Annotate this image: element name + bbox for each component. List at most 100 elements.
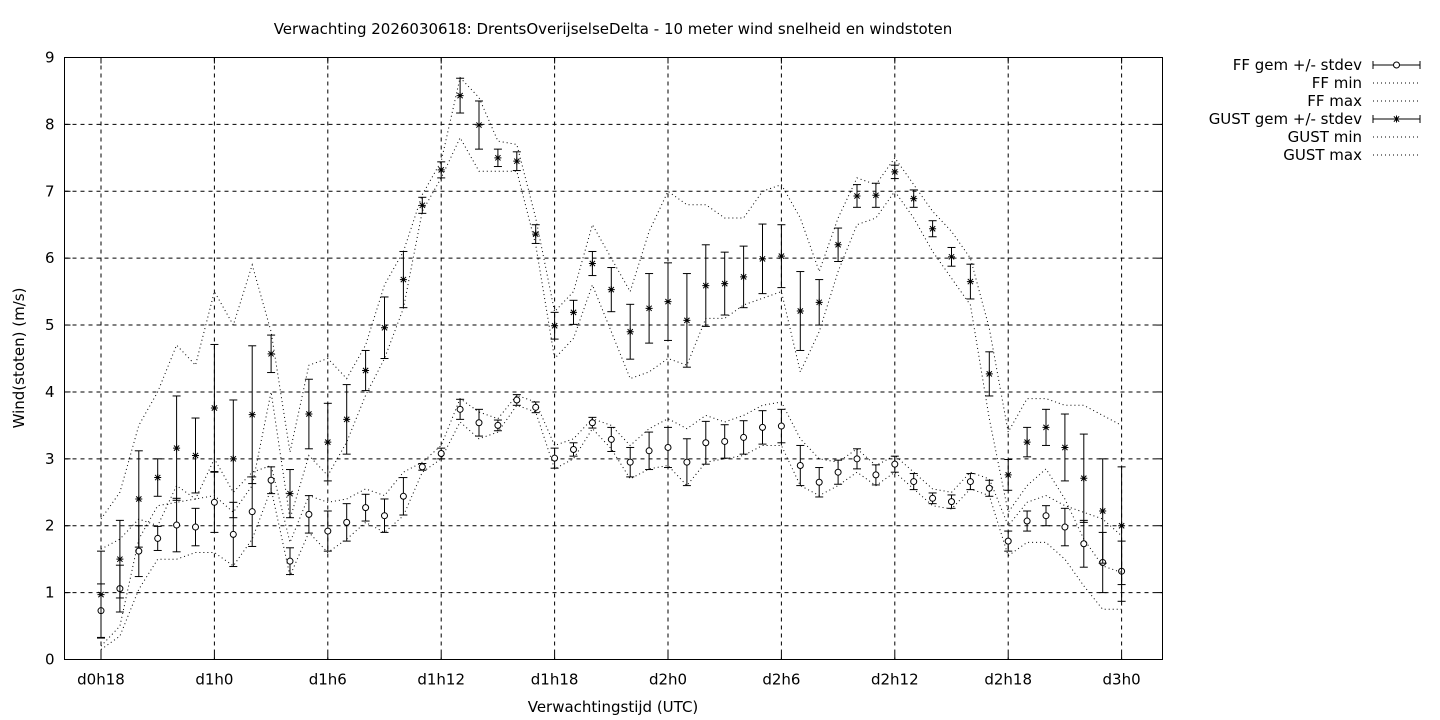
y-tick-label: 7 (45, 182, 55, 200)
data-point (305, 510, 313, 518)
data-point (1023, 438, 1031, 446)
data-point (135, 495, 143, 503)
y-tick-label: 8 (45, 115, 55, 133)
data-point (362, 504, 370, 512)
data-point (929, 225, 937, 233)
data-point (286, 557, 294, 565)
data-point (210, 404, 218, 412)
data-point (532, 230, 540, 238)
data-point (437, 166, 445, 174)
x-tick-label: d2h0 (649, 671, 687, 689)
data-point (267, 350, 275, 358)
data-point (683, 316, 691, 324)
data-point (399, 492, 407, 500)
data-point (626, 328, 634, 336)
data-point (494, 421, 502, 429)
y-tick-label: 9 (45, 49, 55, 67)
data-point (248, 411, 256, 419)
x-tick-label: d1h0 (195, 671, 233, 689)
data-point (815, 298, 823, 306)
plot-series (97, 76, 1126, 650)
series-line (100, 404, 1122, 650)
data-point (1042, 423, 1050, 431)
data-point (154, 534, 162, 542)
series-gust-min (100, 136, 1122, 647)
data-point (324, 527, 332, 535)
data-point (570, 445, 577, 453)
y-tick-label: 1 (45, 584, 55, 602)
data-point (267, 476, 275, 484)
data-point (796, 307, 804, 315)
data-point (966, 278, 974, 286)
legend-entry: FF max (1307, 92, 1420, 110)
data-point (399, 276, 407, 284)
data-point (853, 455, 861, 463)
data-point (513, 157, 521, 165)
data-point (985, 370, 993, 378)
grid (64, 57, 1163, 660)
y-axis-label: Wind(stoten) (m/s) (10, 288, 28, 429)
data-point (796, 462, 804, 470)
data-point (834, 241, 842, 249)
data-point (588, 419, 596, 427)
data-point (456, 405, 464, 413)
data-point (664, 443, 672, 451)
y-tick-label: 3 (45, 450, 55, 468)
y-tick-label: 4 (45, 383, 55, 401)
data-point (210, 498, 218, 506)
data-point (1061, 443, 1069, 451)
x-tick-label: d2h12 (871, 671, 919, 689)
data-point (381, 324, 388, 332)
data-point (532, 403, 540, 411)
series-line (100, 136, 1122, 647)
data-point (948, 498, 955, 506)
data-point (872, 471, 880, 479)
series-ff-max (100, 394, 1122, 550)
data-point (740, 433, 748, 441)
data-point (966, 478, 974, 486)
data-point (1023, 517, 1031, 525)
legend-label: FF min (1312, 74, 1362, 92)
data-point (173, 444, 181, 452)
data-point (664, 298, 672, 306)
x-tick-label: d0h18 (77, 671, 125, 689)
series-ff-min (100, 404, 1122, 650)
data-point (872, 191, 880, 199)
data-point (570, 308, 577, 316)
legend-label: FF max (1307, 92, 1362, 110)
data-point (475, 419, 483, 427)
data-point (607, 435, 615, 443)
data-point (229, 530, 237, 538)
data-point (286, 490, 294, 498)
data-point (721, 280, 729, 288)
data-point (910, 195, 918, 203)
data-point (494, 154, 502, 162)
data-point (248, 508, 256, 516)
data-point (645, 304, 653, 312)
data-point (362, 367, 370, 375)
data-point (626, 458, 634, 466)
data-point (777, 252, 785, 260)
data-point (910, 478, 918, 486)
data-point (229, 455, 237, 463)
data-point (588, 260, 596, 268)
data-point (721, 437, 729, 445)
data-point (551, 322, 559, 330)
data-point (1080, 540, 1088, 548)
data-point (192, 523, 199, 531)
x-tick-label: d1h18 (531, 671, 579, 689)
data-point (815, 478, 823, 486)
legend-label: GUST max (1283, 146, 1362, 164)
legend-entry: GUST gem +/- stdev (1209, 110, 1421, 128)
data-point (702, 282, 710, 290)
x-tick-label: d1h12 (417, 671, 465, 689)
legend-entry: FF min (1312, 74, 1420, 92)
data-point (97, 591, 105, 599)
x-axis-label: Verwachtingstijd (UTC) (528, 698, 699, 716)
data-point (513, 396, 521, 404)
data-point (702, 439, 710, 447)
data-point (759, 423, 766, 431)
data-point (1042, 512, 1050, 520)
